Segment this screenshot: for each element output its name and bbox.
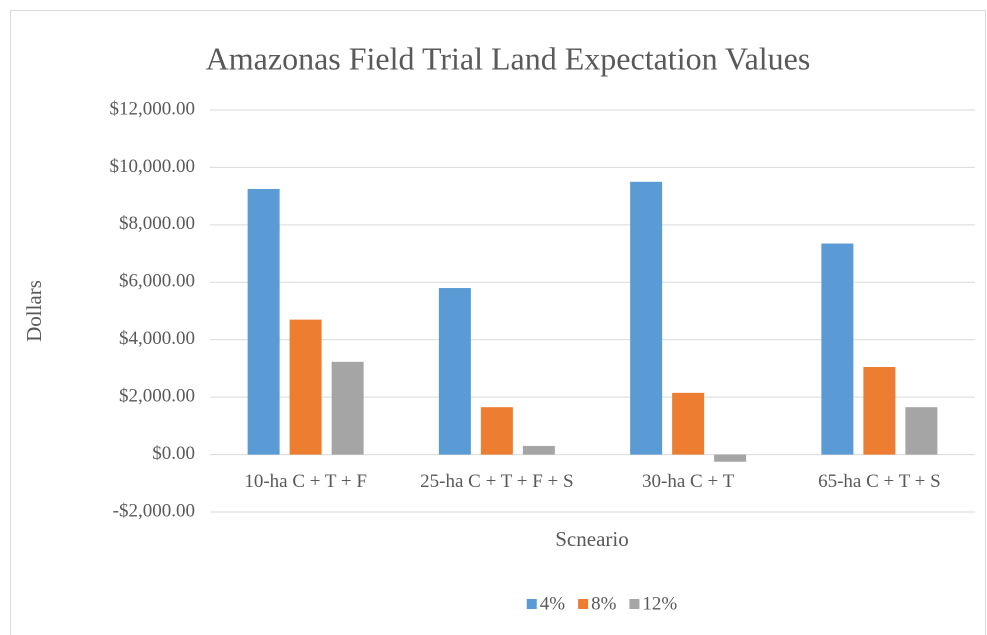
y-tick-label: $12,000.00 [110,98,196,119]
x-tick-label: 65-ha C + T + S [818,471,941,492]
bar [863,366,896,455]
x-tick-label: 30-ha C + T [642,471,735,492]
bar [522,445,555,455]
y-tick-label: $10,000.00 [110,156,196,177]
bar [480,407,513,455]
legend-label: 4% [540,593,566,614]
x-axis-title: Scneario [555,527,628,551]
bar [630,181,663,455]
y-tick-label: -$2,000.00 [113,500,195,521]
bar [672,392,705,455]
chart-border [10,10,986,635]
y-tick-label: $8,000.00 [119,213,195,234]
chart-title: Amazonas Field Trial Land Expectation Va… [206,40,811,76]
y-tick-label: $2,000.00 [119,386,195,407]
y-axis-title: Dollars [22,280,46,342]
legend-swatch [578,599,589,609]
bar [247,188,280,455]
legend-label: 12% [642,593,677,614]
bar [331,361,364,455]
y-tick-label: $6,000.00 [119,271,195,292]
y-tick-label: $0.00 [152,443,195,464]
x-tick-label: 10-ha C + T + F [244,471,367,492]
x-tick-label: 25-ha C + T + F + S [420,471,574,492]
legend-swatch [526,599,537,609]
bar [289,319,322,455]
y-tick-label: $4,000.00 [119,328,195,349]
bar [714,454,747,462]
bar [905,407,938,455]
bar [821,243,854,455]
legend-label: 8% [591,593,617,614]
legend-swatch [629,599,640,609]
bar [438,288,471,455]
